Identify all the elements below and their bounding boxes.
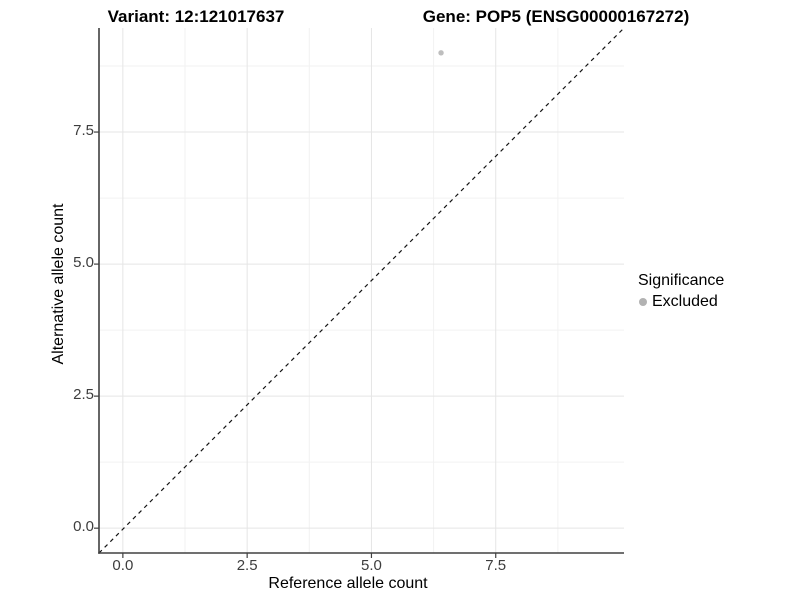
- y-tick-label: 0.0: [73, 518, 94, 536]
- plot-title-variant: Variant: 12:121017637: [107, 7, 285, 26]
- y-tick-label: 2.5: [73, 386, 94, 404]
- legend-key-dot-icon: [639, 298, 647, 306]
- scatter-point-excluded: [438, 50, 444, 56]
- identity-dashed-line: [98, 27, 625, 554]
- legend-item-excluded: Excluded: [639, 293, 724, 311]
- x-tick-label: 2.5: [236, 557, 258, 574]
- plot-title-gene: Gene: POP5 (ENSG00000167272): [422, 7, 690, 26]
- x-axis-title: Reference allele count: [268, 575, 428, 592]
- legend-title: Significance: [638, 272, 725, 289]
- x-tick-label: 0.0: [112, 557, 134, 574]
- y-tick-label: 7.5: [73, 122, 94, 140]
- legend-item-label: Excluded: [652, 293, 718, 310]
- y-axis-title: Alternative allele count: [50, 203, 67, 365]
- legend: Significance Excluded: [638, 272, 724, 311]
- x-tick-label: 7.5: [485, 557, 507, 574]
- y-tick-label: 5.0: [73, 254, 94, 272]
- x-tick-label: 5.0: [361, 557, 382, 574]
